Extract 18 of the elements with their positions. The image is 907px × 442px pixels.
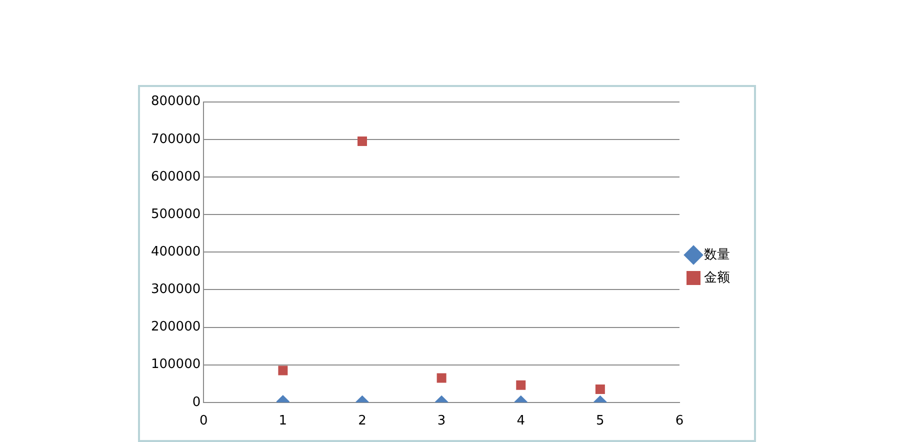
x-tick-label: 5: [596, 414, 604, 429]
point: [358, 136, 367, 146]
x-tick-label: 1: [278, 414, 288, 429]
y-tick-label: 200000: [150, 320, 201, 335]
y-tick-label: 700000: [150, 132, 201, 147]
y-tick-label: 800000: [150, 94, 201, 110]
legend-label: 数量: [704, 247, 730, 262]
y-tick-label: 300000: [150, 282, 201, 298]
y-tick-label: 600000: [150, 169, 201, 184]
y-tick-label: 0: [192, 394, 201, 410]
y-tick-label: 400000: [150, 244, 201, 260]
legend-label: 金额: [704, 270, 730, 286]
x-tick-label: 3: [437, 414, 446, 429]
x-tick-label: 6: [675, 414, 684, 429]
x-tick-label: 2: [358, 414, 366, 429]
y-tick-label: 100000: [150, 357, 201, 372]
y-tick-label: 500000: [150, 206, 201, 222]
x-tick-label: 4: [516, 414, 526, 429]
